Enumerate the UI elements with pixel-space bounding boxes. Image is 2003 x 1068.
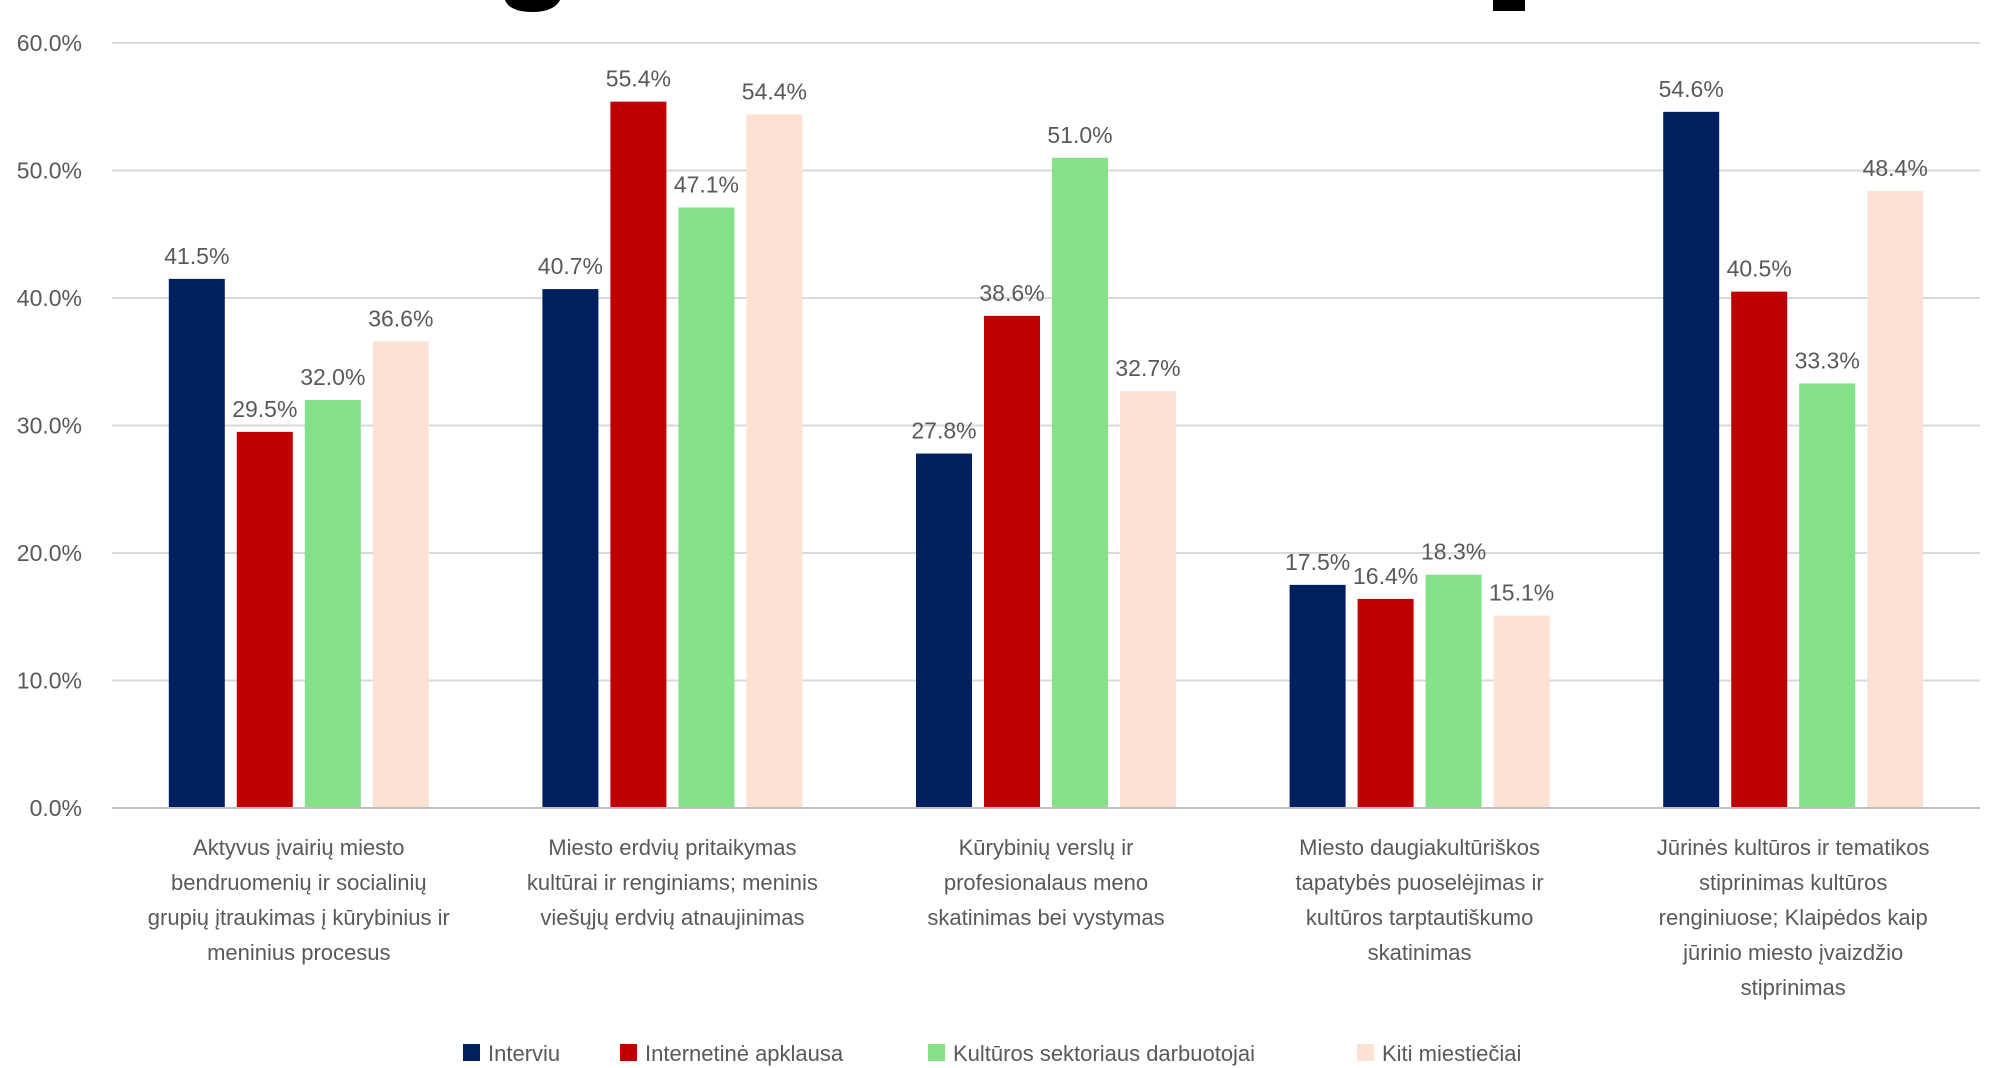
bar (168, 278, 225, 808)
data-label: 36.6% (368, 305, 433, 331)
bar (610, 101, 667, 808)
data-label: 40.5% (1727, 256, 1792, 282)
data-label: 47.1% (674, 171, 739, 197)
data-label: 48.4% (1863, 155, 1928, 181)
bar (1357, 598, 1414, 808)
cropped-title-glyph-left (505, 0, 560, 12)
data-label: 18.3% (1421, 539, 1486, 565)
data-label: 17.5% (1285, 549, 1350, 575)
data-label: 51.0% (1047, 122, 1112, 148)
y-tick-label: 20.0% (17, 540, 82, 566)
data-label: 15.1% (1489, 579, 1554, 605)
category-label: Jūrinės kultūros ir tematikos stiprinimas… (1657, 835, 1930, 1000)
category-label: Miesto daugiakultūriškos tapatybės puosel… (1295, 835, 1543, 965)
cropped-title-glyph-right (1493, 0, 1525, 11)
legend-swatch (620, 1044, 637, 1061)
data-labels: 41.5% 29.5%32.0% 36.6% 40.7% 55.4% 47.1% 54.4%… (164, 66, 1928, 606)
data-label: 27.8% (911, 418, 976, 444)
bar (236, 431, 293, 808)
legend-item: Kiti miestiečiai (1357, 1041, 1521, 1066)
data-label: 16.4% (1353, 563, 1418, 589)
legend-swatch (463, 1044, 480, 1061)
y-tick-label: 40.0% (17, 285, 82, 311)
bar (746, 114, 803, 808)
bar (304, 400, 361, 808)
legend-item: Internetinė apklausa (620, 1041, 844, 1066)
data-label: 32.0% (300, 364, 365, 390)
data-label: 54.6% (1659, 76, 1724, 102)
y-tick-label: 0.0% (30, 795, 82, 821)
legend-item: Kultūros sektoriaus darbuotojai (928, 1041, 1255, 1066)
y-axis-tick-labels: 0.0% 10.0% 20.0% 30.0% 40.0% 50.0% 60.0% (17, 30, 82, 821)
bar (984, 315, 1040, 808)
data-label: 41.5% (164, 243, 229, 269)
bar (1289, 584, 1346, 808)
bar (1052, 157, 1108, 808)
legend-label: Kiti miestiečiai (1382, 1041, 1521, 1066)
category-label: Aktyvus įvairių miesto bendruomenių ir so… (148, 835, 450, 965)
category-labels: Aktyvus įvairių miesto bendruomenių ir so… (148, 835, 1930, 1000)
cropped-title-fragments (505, 0, 1525, 12)
legend-label: Interviu (488, 1041, 560, 1066)
bar (916, 453, 972, 808)
legend-label: Kultūros sektoriaus darbuotojai (953, 1041, 1255, 1066)
category-label: Kūrybinių verslų ir profesionalaus meno sk… (927, 835, 1164, 930)
y-tick-label: 30.0% (17, 413, 82, 439)
data-label: 40.7% (538, 253, 603, 279)
legend-label: Internetinė apklausa (645, 1041, 844, 1066)
bar (1867, 190, 1924, 808)
category-label: Miesto erdvių pritaikymas kultūrai ir ren… (527, 835, 818, 930)
data-label: 55.4% (606, 66, 671, 92)
data-label: 33.3% (1795, 347, 1860, 373)
bar (372, 341, 429, 808)
data-label: 54.4% (742, 78, 807, 104)
legend-item: Interviu (463, 1041, 560, 1066)
bar (1799, 383, 1856, 808)
bar (1425, 574, 1482, 808)
bar (542, 289, 599, 808)
legend-swatch (928, 1044, 945, 1061)
data-label: 38.6% (979, 280, 1044, 306)
y-tick-label: 10.0% (17, 668, 82, 694)
bar (678, 207, 735, 809)
data-label: 29.5% (232, 396, 297, 422)
bar (1493, 615, 1550, 808)
legend-swatch (1357, 1044, 1374, 1061)
data-label: 32.7% (1115, 355, 1180, 381)
y-tick-label: 50.0% (17, 158, 82, 184)
bar (1120, 391, 1176, 808)
y-tick-label: 60.0% (17, 30, 82, 56)
bars (168, 101, 1924, 809)
legend: Interviu Internetinė apklausa Kultūros sek… (463, 1041, 1521, 1066)
bar (1663, 111, 1720, 809)
bar (1731, 291, 1788, 808)
